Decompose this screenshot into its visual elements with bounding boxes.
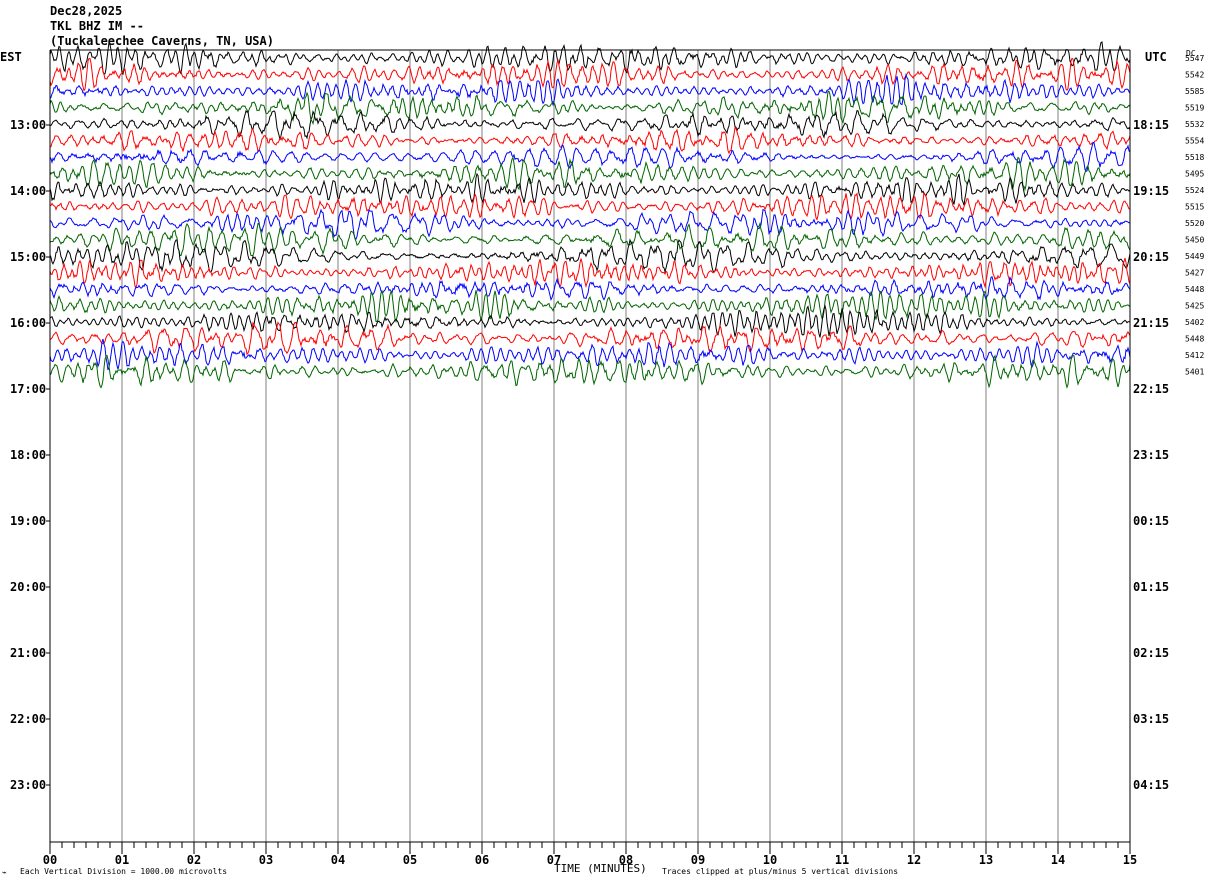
dc-offset-label: 5412 (1185, 351, 1204, 360)
dc-offset-label: 5524 (1185, 186, 1204, 195)
est-time-label: 19:00 (10, 514, 46, 528)
utc-time-label: 19:15 (1133, 184, 1169, 198)
x-tick-marks: 00 01 02 03 04 05 06 07 08 09 10 11 12 13 14 15 (43, 842, 1137, 867)
x-tick-label: 14 (1051, 853, 1065, 867)
utc-axis-label: UTC (1145, 50, 1167, 64)
x-tick-label: 15 (1123, 853, 1137, 867)
x-tick-label: 02 (187, 853, 201, 867)
station-label: TKL BHZ IM -- (50, 19, 144, 33)
est-time-label: 16:00 (10, 316, 46, 330)
axes (49, 49, 1131, 843)
scale-note: Each Vertical Division = 1000.00 microvo… (20, 867, 228, 876)
dc-offset-label: 5448 (1185, 285, 1204, 294)
trace-line (49, 304, 1131, 338)
dc-offset-label: 5519 (1185, 104, 1204, 113)
date-label: Dec28,2025 (50, 4, 123, 18)
dc-offset-label: 5425 (1185, 302, 1204, 311)
x-tick-label: 04 (331, 853, 345, 867)
clip-note: Traces clipped at plus/minus 5 vertical … (662, 867, 899, 876)
dc-offset-label: 5518 (1185, 153, 1204, 162)
trace-line (49, 221, 1131, 256)
x-tick-label: 11 (835, 853, 849, 867)
utc-time-labels: 18:15 19:15 20:15 21:15 22:15 23:15 00:15 01:15… (1133, 118, 1169, 792)
trace-line (49, 141, 1131, 172)
x-tick-label: 03 (259, 853, 273, 867)
dc-offset-label: 5450 (1185, 236, 1204, 245)
trace-line (49, 257, 1131, 289)
dc-offset-label: 5532 (1185, 120, 1204, 129)
dc-offset-label: 5401 (1185, 368, 1204, 377)
utc-time-label: 00:15 (1133, 514, 1169, 528)
est-time-label: 17:00 (10, 382, 46, 396)
dc-offset-label: 5515 (1185, 203, 1204, 212)
dc-offset-label: 5448 (1185, 335, 1204, 344)
utc-time-label: 04:15 (1133, 778, 1169, 792)
trace-line (49, 338, 1131, 371)
trace-line (49, 41, 1131, 76)
trace-line (49, 91, 1131, 126)
utc-time-label: 20:15 (1133, 250, 1169, 264)
trace-line (49, 191, 1131, 221)
trace-line (49, 57, 1131, 92)
x-axis-label: TIME (MINUTES) (554, 862, 647, 875)
est-time-label: 23:00 (10, 778, 46, 792)
utc-time-label: 22:15 (1133, 382, 1169, 396)
trace-line (49, 276, 1131, 302)
est-axis-label: EST (0, 50, 22, 64)
trace-line (49, 238, 1131, 274)
utc-time-label: 02:15 (1133, 646, 1169, 660)
dc-offset-labels: 5547 5542 5585 5519 5532 5554 5518 5495 5524 5515… (1185, 54, 1204, 377)
est-time-label: 15:00 (10, 250, 46, 264)
dc-label: DC (1186, 49, 1196, 58)
x-tick-label: 05 (403, 853, 417, 867)
dc-offset-label: 5585 (1185, 87, 1204, 96)
est-time-label: 13:00 (10, 118, 46, 132)
x-tick-label: 00 (43, 853, 57, 867)
dc-offset-label: 5495 (1185, 170, 1204, 179)
x-tick-label: 06 (475, 853, 489, 867)
x-tick-label: 09 (691, 853, 705, 867)
trace-line (49, 354, 1131, 389)
dc-offset-label: 5427 (1185, 269, 1204, 278)
dc-offset-label: 5402 (1185, 318, 1204, 327)
minute-grid-lines (121, 50, 1059, 842)
trace-line (49, 321, 1131, 356)
x-tick-label: 08 (619, 853, 633, 867)
corner-mark: ⌁ (2, 868, 7, 877)
trace-line (49, 289, 1131, 324)
trace-line (49, 156, 1131, 192)
utc-time-label: 03:15 (1133, 712, 1169, 726)
utc-time-label: 23:15 (1133, 448, 1169, 462)
trace-line (49, 172, 1131, 206)
x-tick-label: 12 (907, 853, 921, 867)
x-tick-label: 10 (763, 853, 777, 867)
est-time-label: 18:00 (10, 448, 46, 462)
dc-offset-label: 5547 (1185, 54, 1204, 63)
est-time-label: 14:00 (10, 184, 46, 198)
trace-line (49, 109, 1131, 141)
trace-line (49, 126, 1131, 155)
utc-time-label: 01:15 (1133, 580, 1169, 594)
est-time-label: 21:00 (10, 646, 46, 660)
dc-offset-label: 5542 (1185, 71, 1204, 80)
x-tick-label: 01 (115, 853, 129, 867)
dc-offset-label: 5554 (1185, 137, 1204, 146)
est-time-label: 20:00 (10, 580, 46, 594)
x-tick-label: 13 (979, 853, 993, 867)
est-time-labels: 13:00 14:00 15:00 16:00 17:00 18:00 19:00 20:00… (10, 118, 50, 792)
x-tick-label: 07 (547, 853, 561, 867)
location-label: (Tuckaleechee Caverns, TN, USA) (50, 34, 274, 48)
dc-offset-label: 5449 (1185, 252, 1204, 261)
trace-line (49, 208, 1131, 240)
trace-line (49, 73, 1131, 107)
utc-time-label: 18:15 (1133, 118, 1169, 132)
seismic-traces (49, 41, 1131, 389)
dc-offset-label: 5520 (1185, 219, 1204, 228)
est-time-label: 22:00 (10, 712, 46, 726)
utc-time-label: 21:15 (1133, 316, 1169, 330)
